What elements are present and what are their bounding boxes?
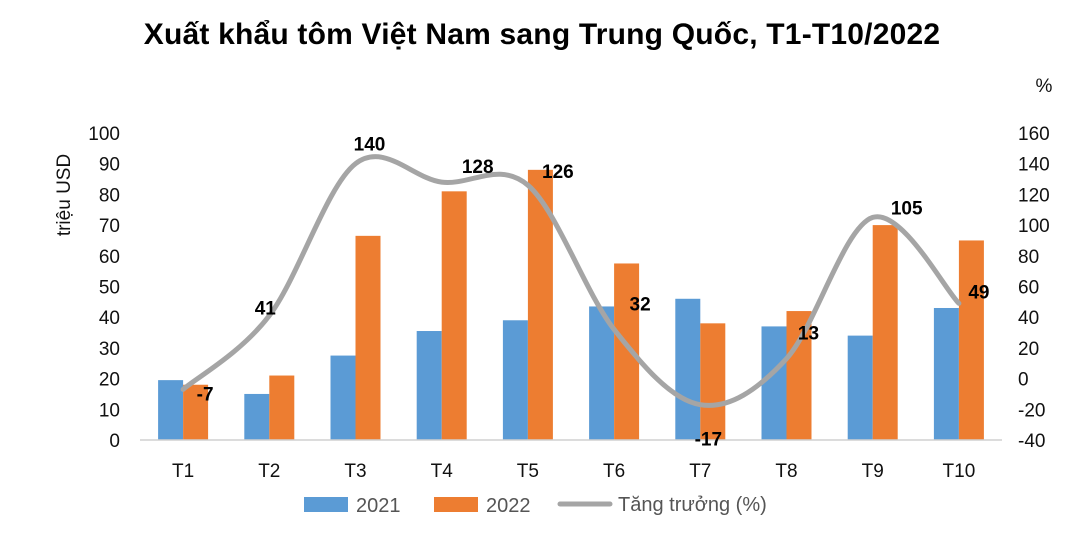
- x-tick-label: T4: [431, 461, 454, 482]
- bar-2021-T9: [847, 335, 873, 440]
- y-tick-label: 80: [99, 185, 120, 206]
- growth-line: [180, 154, 962, 408]
- y2-tick-label: 80: [1018, 247, 1039, 268]
- legend-label: Tăng trưởng (%): [618, 494, 767, 516]
- y2-tick-label: 100: [1018, 216, 1050, 237]
- y2-tick-label: -40: [1018, 431, 1045, 452]
- bar-2022-T8: [786, 311, 812, 440]
- bar-2021-T2: [244, 393, 270, 440]
- bar-2022-T4: [441, 191, 467, 440]
- legend-label: 2021: [356, 495, 401, 517]
- x-tick-label: T1: [172, 461, 194, 482]
- y-tick-label: 20: [99, 370, 120, 391]
- y2-tick-label: -20: [1018, 400, 1045, 421]
- y-tick-label: 40: [99, 308, 120, 329]
- y2-tick-label: 140: [1018, 155, 1050, 176]
- growth-data-label: -7: [197, 384, 214, 405]
- y2-tick-label: 0: [1018, 370, 1029, 391]
- y-tick-label: 70: [99, 216, 120, 237]
- bar-2021-T1: [158, 380, 184, 440]
- bar-2021-T5: [502, 320, 528, 440]
- bar-2021-T8: [761, 326, 787, 440]
- growth-data-label: 126: [542, 162, 574, 183]
- bar-2022-T3: [355, 235, 381, 440]
- legend-swatch-2021: [304, 497, 348, 512]
- growth-data-label: 49: [968, 282, 989, 303]
- x-tick-label: T5: [517, 461, 539, 482]
- x-tick-label: T2: [258, 461, 280, 482]
- bar-2021-T10: [933, 307, 959, 440]
- y2-tick-label: 160: [1018, 124, 1050, 145]
- bar-2021-T6: [589, 306, 615, 440]
- bar-2022-T7: [700, 323, 726, 440]
- y-tick-label: 50: [99, 278, 120, 299]
- y-tick-label: 10: [99, 400, 120, 421]
- y-axis-title: triệu USD: [54, 154, 75, 236]
- bar-2022-T10: [958, 240, 984, 440]
- y-tick-label: 0: [109, 431, 120, 452]
- y2-tick-label: 40: [1018, 308, 1039, 329]
- y-tick-label: 90: [99, 155, 120, 176]
- x-tick-label: T10: [943, 461, 976, 482]
- x-tick-label: T7: [689, 461, 711, 482]
- growth-data-label: 41: [255, 299, 277, 320]
- y-tick-label: 30: [99, 339, 120, 360]
- growth-data-label: 13: [798, 324, 819, 345]
- growth-data-label: 32: [630, 294, 651, 315]
- y2-tick-label: 60: [1018, 278, 1039, 299]
- x-tick-label: T8: [775, 461, 797, 482]
- bar-2022-T2: [269, 375, 295, 440]
- y2-axis-title: %: [1036, 76, 1053, 97]
- chart-title: Xuất khẩu tôm Việt Nam sang Trung Quốc, …: [143, 18, 941, 51]
- bar-2022-T9: [872, 225, 898, 440]
- growth-data-label: 140: [354, 135, 386, 156]
- bar-2021-T7: [675, 298, 701, 440]
- bar-2021-T4: [416, 331, 442, 440]
- x-tick-label: T6: [603, 461, 625, 482]
- bar-2022-T1: [183, 384, 209, 440]
- legend-label: 2022: [486, 495, 531, 517]
- legend-swatch-2022: [434, 497, 478, 512]
- y-tick-label: 60: [99, 247, 120, 268]
- y2-tick-label: 20: [1018, 339, 1039, 360]
- x-tick-label: T3: [344, 461, 366, 482]
- bar-2021-T3: [330, 355, 356, 440]
- y2-tick-label: 120: [1018, 185, 1050, 206]
- y-tick-label: 100: [88, 124, 120, 145]
- x-tick-label: T9: [862, 461, 884, 482]
- growth-data-label: 128: [462, 157, 494, 178]
- growth-data-label: -17: [695, 430, 722, 451]
- growth-data-label: 105: [891, 198, 923, 219]
